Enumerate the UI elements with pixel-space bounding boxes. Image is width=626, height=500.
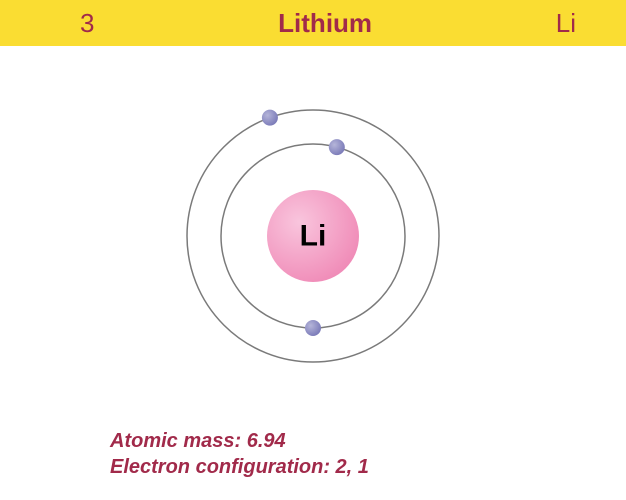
element-symbol: Li [556, 8, 576, 39]
atom-svg: Li [153, 76, 473, 396]
nucleus-label: Li [300, 220, 327, 253]
atomic-mass: Atomic mass: 6.94 [110, 428, 369, 454]
element-name: Lithium [278, 8, 372, 39]
atomic-number: 3 [80, 8, 94, 39]
electron [329, 139, 345, 155]
electron-configuration: Electron configuration: 2, 1 [110, 454, 369, 480]
electron [305, 320, 321, 336]
atom-diagram: Li [0, 46, 626, 426]
electron [262, 110, 278, 126]
element-info: Atomic mass: 6.94 Electron configuration… [110, 428, 369, 480]
element-header: 3 Lithium Li [0, 0, 626, 46]
